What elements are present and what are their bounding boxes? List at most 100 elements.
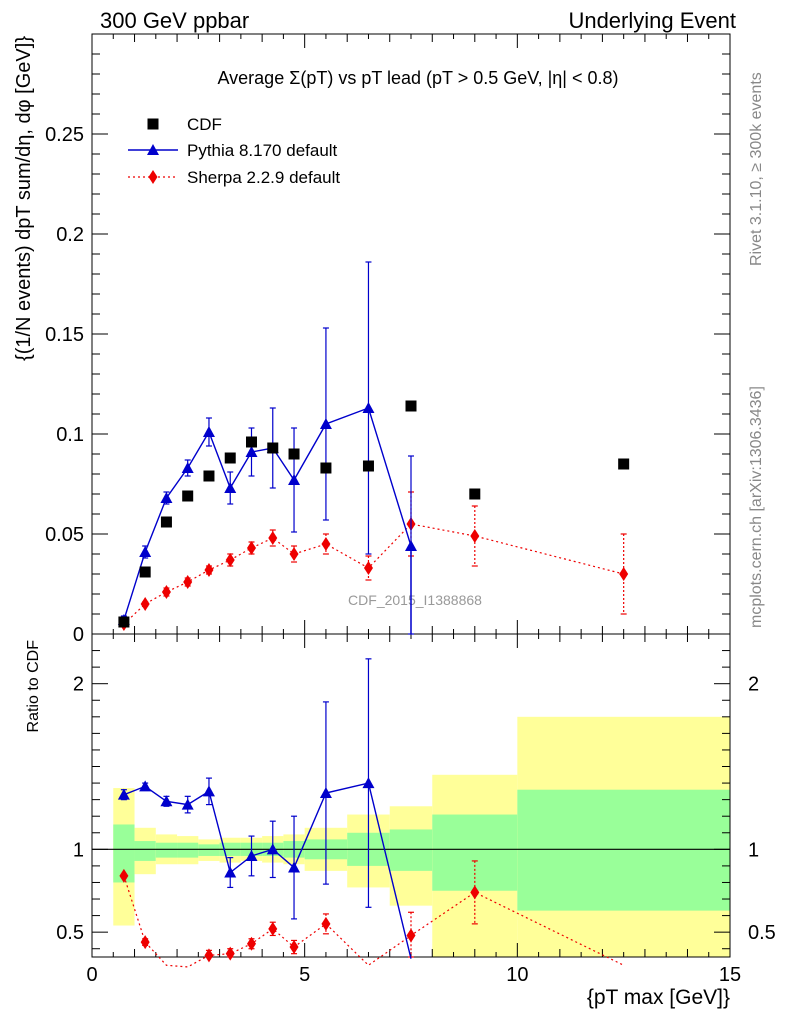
ratio-ytick-label-right: 1 <box>748 839 759 861</box>
ratio-pythia-point <box>117 788 130 800</box>
cdf-point <box>118 616 130 628</box>
xtick-label: 0 <box>86 964 97 986</box>
sherpa-point <box>161 585 171 599</box>
main-ytick-label: 0.1 <box>56 424 84 446</box>
cdf-point <box>362 460 374 472</box>
pythia-point <box>319 418 332 429</box>
ratio-band-1sigma-3 <box>177 842 199 858</box>
ratio-ytick-label-right: 0.5 <box>748 922 776 944</box>
watermark-label: CDF_2015_I1388868 <box>348 592 482 608</box>
ratio-sherpa-point <box>321 916 331 931</box>
legend-label: Pythia 8.170 default <box>187 141 338 160</box>
legend-cdf-marker <box>147 118 159 130</box>
main-ytick-label: 0.15 <box>45 324 84 346</box>
ratio-band-1sigma-11 <box>389 829 433 871</box>
sherpa-point <box>268 531 278 545</box>
ratio-band-1sigma-1 <box>134 841 156 861</box>
ratio-ytick-label: 1 <box>73 839 84 861</box>
pythia-point <box>245 446 258 457</box>
ratio-pythia-point <box>288 861 301 873</box>
cdf-point <box>139 566 151 578</box>
sherpa-point <box>470 529 480 543</box>
sherpa-point <box>363 561 373 575</box>
ratio-y-axis-label: Ratio to CDF <box>25 640 42 733</box>
ratio-ytick-label: 0.5 <box>56 922 84 944</box>
pythia-point <box>405 540 417 551</box>
cdf-point <box>320 462 332 474</box>
pythia-point <box>160 492 173 503</box>
side-label-mcplots: mcplots.cern.ch [arXiv:1306.3436] <box>748 386 765 628</box>
series-pythia <box>117 261 417 635</box>
ratio-band-1sigma-2 <box>155 842 178 858</box>
cdf-point <box>267 442 279 454</box>
main-ytick-label: 0.2 <box>56 224 84 246</box>
cdf-point <box>246 436 257 448</box>
pythia-point <box>139 546 152 557</box>
ratio-pythia-point <box>181 798 194 810</box>
chart-title: Average Σ(pT) vs pT lead (pT > 0.5 GeV, … <box>217 68 618 88</box>
sherpa-point <box>289 547 299 561</box>
ratio-sherpa-point <box>225 946 235 961</box>
ratio-band-1sigma-13 <box>517 789 730 911</box>
sherpa-point <box>204 563 214 577</box>
xtick-label: 10 <box>506 964 528 986</box>
ratio-pythia-point <box>160 795 173 807</box>
main-ytick-label: 0.05 <box>45 524 84 546</box>
ratio-sherpa-point <box>268 921 278 936</box>
sherpa-point <box>619 567 629 581</box>
cdf-point <box>469 488 481 500</box>
header-right: Underlying Event <box>568 8 736 33</box>
sherpa-point <box>140 597 150 611</box>
cdf-point <box>182 490 194 502</box>
ratio-pythia-point <box>245 849 258 861</box>
ratio-sherpa-point <box>204 948 214 963</box>
legend-label: Sherpa 2.2.9 default <box>187 168 340 187</box>
ratio-ytick-label: 2 <box>73 674 84 696</box>
side-label-rivet: Rivet 3.1.10, ≥ 300k events <box>748 72 765 266</box>
x-axis-label: {pT max [GeV]} <box>587 986 730 1009</box>
sherpa-point <box>321 537 331 551</box>
cdf-point <box>203 470 215 482</box>
ratio-ytick-label-right: 2 <box>748 674 759 696</box>
xtick-label: 5 <box>299 964 310 986</box>
ratio-band-1sigma-12 <box>432 814 518 891</box>
ratio-pythia-point <box>202 785 215 797</box>
series-sherpa <box>119 491 629 631</box>
pythia-point <box>202 426 215 437</box>
pythia-point <box>362 402 375 413</box>
cdf-point <box>405 400 417 412</box>
sherpa-line <box>123 523 624 625</box>
ratio-pythia-point <box>319 787 332 799</box>
ratio-pythia-line <box>123 782 412 959</box>
y-axis-label: {(1/N events) dpT sum/dη, dφ [GeV]} <box>13 36 35 361</box>
ratio-sherpa-point <box>119 868 129 883</box>
ratio-band-1sigma-0 <box>113 824 135 883</box>
header-left: 300 GeV ppbar <box>100 8 250 33</box>
legend-sherpa-marker <box>148 170 158 184</box>
ratio-pythia-point <box>139 780 152 792</box>
ratio-sherpa-point <box>140 935 150 950</box>
ratio-sherpa-point <box>247 936 256 951</box>
ratio-pythia-point <box>362 777 375 789</box>
series-cdf <box>118 400 630 628</box>
ratio-pythia-point <box>266 843 279 855</box>
ratio-pythia-point <box>224 866 237 878</box>
sherpa-point <box>247 541 256 555</box>
ratio-pythia <box>117 658 412 959</box>
xtick-label: 15 <box>719 964 741 986</box>
ratio-sherpa <box>119 860 624 968</box>
pythia-point <box>181 462 194 473</box>
main-ytick-label: 0 <box>73 624 84 646</box>
ratio-sherpa-point <box>406 928 416 943</box>
cdf-point <box>224 452 236 464</box>
cdf-point <box>288 448 300 460</box>
sherpa-point <box>183 575 193 589</box>
pythia-point <box>224 482 237 493</box>
main-ytick-label: 0.25 <box>45 124 84 146</box>
ratio-sherpa-point <box>470 885 480 900</box>
sherpa-point <box>225 553 235 567</box>
ratio-bands <box>113 716 730 957</box>
legend-label: CDF <box>187 115 222 134</box>
cdf-point <box>160 516 172 528</box>
